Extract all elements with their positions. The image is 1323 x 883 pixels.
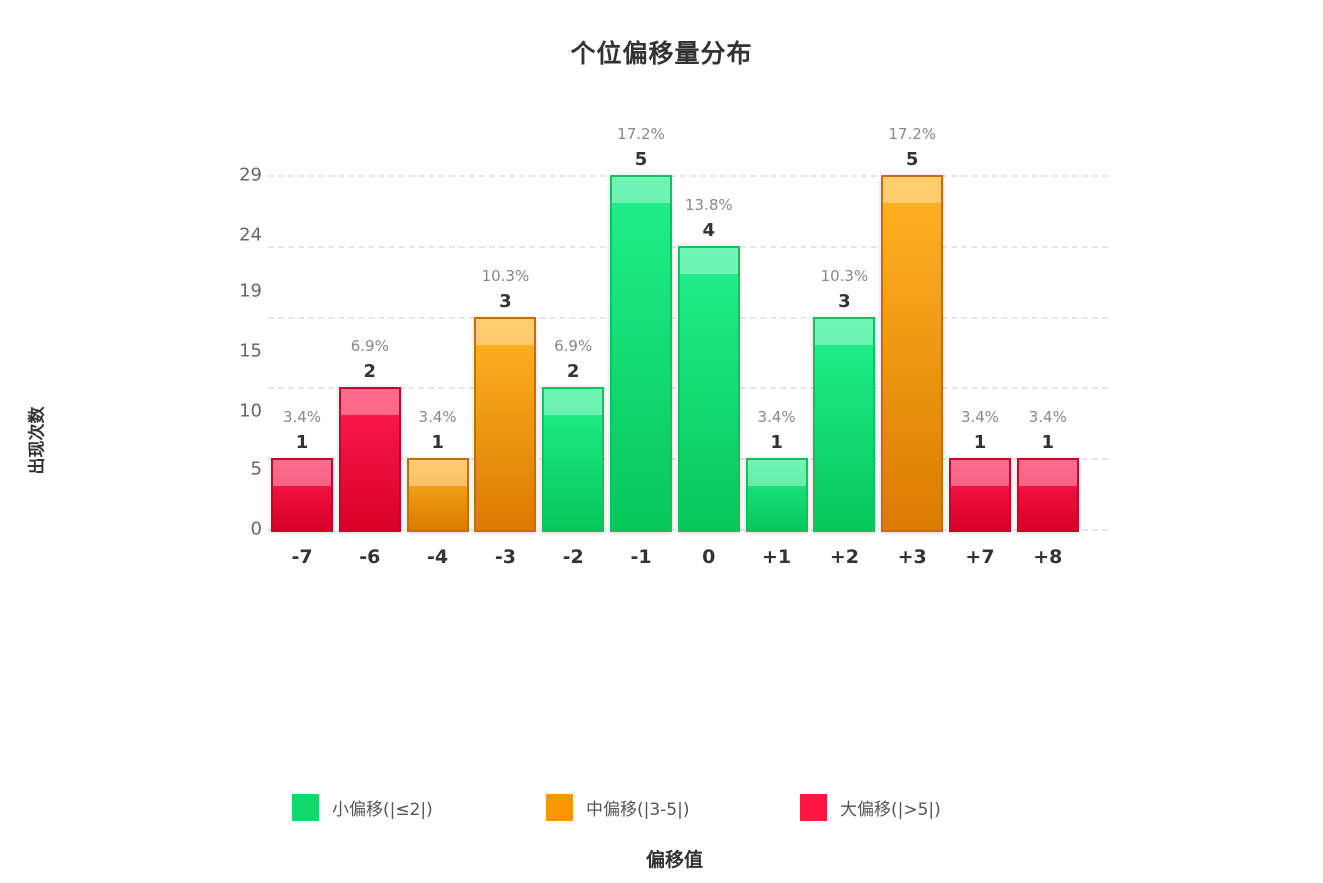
y-tick-label: 10 xyxy=(239,400,262,422)
legend-swatch-icon xyxy=(546,794,573,821)
bar-highlight xyxy=(476,318,535,345)
y-tick-label: 0 xyxy=(250,518,262,540)
legend: 小偏移(|≤2|) 中偏移(|3-5|) 大偏移(|>5|) xyxy=(0,794,1323,824)
x-tick-label: -6 xyxy=(359,546,381,568)
bar-count-label: 2 xyxy=(363,361,377,383)
bar--4[interactable] xyxy=(406,458,469,532)
bar-highlight xyxy=(951,460,1009,487)
bar-count-label: 3 xyxy=(499,290,512,312)
bar-+1[interactable] xyxy=(745,458,808,532)
bar-count-label: 2 xyxy=(566,361,580,383)
gridline xyxy=(268,175,1108,177)
x-tick-label: -1 xyxy=(630,546,652,568)
bar-highlight xyxy=(544,389,603,416)
bar-percent-label: 13.8% xyxy=(684,195,733,214)
bar-count-label: 1 xyxy=(973,432,987,454)
bar-+2[interactable] xyxy=(813,316,876,532)
y-tick-label: 15 xyxy=(239,340,262,362)
bar-highlight xyxy=(679,247,738,274)
bar-percent-label: 3.4% xyxy=(1028,408,1067,427)
bar--3[interactable] xyxy=(474,316,537,532)
bar--7[interactable] xyxy=(271,458,333,532)
y-tick-label: 5 xyxy=(250,458,262,480)
bar-count-label: 1 xyxy=(1041,432,1055,454)
x-tick-label: +2 xyxy=(829,546,859,568)
y-tick-label: 19 xyxy=(239,280,262,302)
y-tick-label: 24 xyxy=(239,224,262,246)
legend-swatch-icon xyxy=(292,794,319,821)
y-tick-label: 29 xyxy=(239,164,262,186)
legend-label: 中偏移(|3-5|) xyxy=(586,800,690,820)
bar-+7[interactable] xyxy=(949,458,1011,532)
bar--1[interactable] xyxy=(610,175,672,532)
bar-percent-label: 10.3% xyxy=(820,266,869,285)
bar-+3[interactable] xyxy=(881,175,944,532)
bar-percent-label: 17.2% xyxy=(617,125,665,143)
bar-highlight xyxy=(883,177,942,203)
bar--2[interactable] xyxy=(542,387,605,532)
legend-swatch-icon xyxy=(800,794,827,821)
bar-count-label: 4 xyxy=(702,219,716,241)
x-tick-label: -3 xyxy=(494,546,516,568)
x-tick-label: +8 xyxy=(1033,546,1063,568)
bar-percent-label: 6.9% xyxy=(554,337,593,356)
x-tick-label: +1 xyxy=(762,546,792,568)
bar-percent-label: 3.4% xyxy=(418,408,457,427)
x-tick-label: +7 xyxy=(965,546,995,568)
bar-highlight xyxy=(747,460,806,487)
legend-item-large[interactable]: 大偏移(|>5|) xyxy=(800,794,941,821)
bar-count-label: 5 xyxy=(905,149,919,170)
bar-percent-label: 3.4% xyxy=(757,408,796,427)
x-axis-title: 偏移值 xyxy=(645,849,703,871)
bar-count-label: 1 xyxy=(295,432,309,454)
bar-percent-label: 10.3% xyxy=(481,266,530,285)
bar-count-label: 1 xyxy=(770,432,783,454)
legend-label: 大偏移(|>5|) xyxy=(840,800,941,820)
x-tick-label: +3 xyxy=(897,546,927,568)
bar-highlight xyxy=(408,460,467,487)
legend-item-small[interactable]: 小偏移(|≤2|) xyxy=(292,794,433,821)
bar-percent-label: 3.4% xyxy=(960,408,1000,427)
bar-count-label: 1 xyxy=(431,432,444,454)
bar--6[interactable] xyxy=(338,387,401,532)
x-tick-label: -7 xyxy=(291,546,313,568)
bar-highlight xyxy=(273,460,331,487)
bar-percent-label: 6.9% xyxy=(350,337,389,356)
bar-percent-label: 17.2% xyxy=(888,125,937,143)
bar-percent-label: 3.4% xyxy=(282,408,322,427)
x-tick-label: 0 xyxy=(702,546,716,568)
x-tick-label: -2 xyxy=(562,546,584,568)
x-tick-label: -4 xyxy=(427,546,449,568)
bar-highlight xyxy=(815,318,874,345)
bar-highlight xyxy=(1018,460,1077,487)
legend-label: 小偏移(|≤2|) xyxy=(332,800,433,820)
legend-item-medium[interactable]: 中偏移(|3-5|) xyxy=(546,794,690,821)
bar-highlight xyxy=(612,177,670,203)
bar-count-label: 5 xyxy=(634,149,648,170)
bar-+8[interactable] xyxy=(1016,458,1079,532)
bar-0[interactable] xyxy=(677,245,740,532)
bar-highlight xyxy=(340,389,399,416)
bar-count-label: 3 xyxy=(838,290,851,312)
chart-title: 个位偏移量分布 xyxy=(570,39,753,68)
